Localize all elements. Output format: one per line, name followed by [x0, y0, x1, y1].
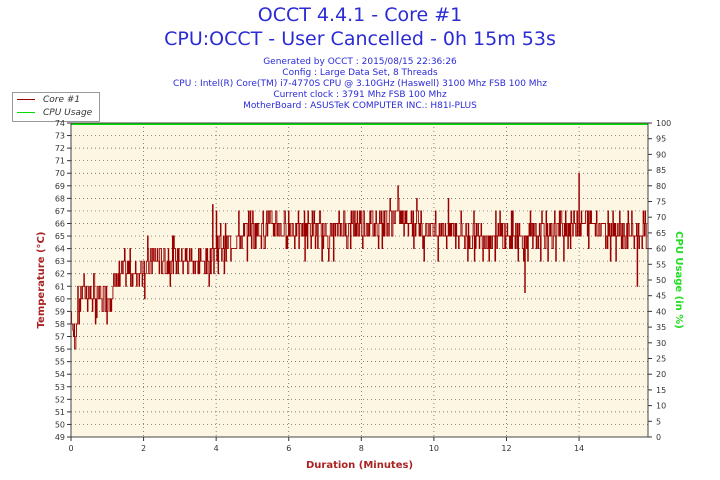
legend-item-cpu-usage: CPU Usage	[17, 108, 92, 120]
y-axis-right: 0 5 10 15 20 25 30 35 40 45 50 55 60 65 70 75 80 85 90 95 10…	[648, 119, 671, 442]
y-tick-label: 68	[55, 194, 65, 203]
y2-axis-label: CPU Usage (in %)	[673, 231, 684, 329]
y-tick-label: 58	[55, 320, 65, 329]
y-tick-label: 64	[55, 245, 65, 254]
y2-tick-label: 0	[656, 433, 661, 442]
y2-tick-label: 45	[656, 292, 666, 301]
x-tick-label: 4	[214, 444, 219, 453]
y-axis-label: Temperature (°C)	[36, 232, 47, 329]
y2-tick-label: 100	[656, 119, 671, 128]
x-tick-label: 2	[141, 444, 146, 453]
info-generated: Generated by OCCT : 2015/08/15 22:36:26	[263, 57, 457, 67]
y2-tick-label: 65	[656, 229, 666, 238]
y-tick-label: 73	[55, 132, 65, 141]
y2-tick-label: 20	[656, 370, 666, 379]
y-tick-label: 66	[55, 219, 65, 228]
series-group	[71, 123, 649, 350]
y-tick-label: 71	[55, 157, 65, 166]
y-tick-label: 72	[55, 144, 65, 153]
y-axis-left: 49 50 51 52 53 54 55 56 57 58 59 60 61 62 63 64 65 66 67 68…	[55, 119, 71, 442]
y-tick-label: 62	[55, 270, 65, 279]
legend-swatch-cpu-usage	[17, 112, 35, 113]
y-tick-label: 50	[55, 420, 65, 429]
x-tick-label: 14	[574, 444, 584, 453]
y-tick-label: 65	[55, 232, 65, 241]
chart-subtitle: CPU:OCCT - User Cancelled - 0h 15m 53s	[164, 28, 556, 50]
series-core-line	[71, 172, 649, 350]
y-tick-label: 70	[55, 169, 65, 178]
y-tick-label: 49	[55, 433, 65, 442]
y2-tick-label: 90	[656, 150, 666, 159]
y-tick-label: 61	[55, 282, 65, 291]
legend-label-cpu-usage: CPU Usage	[43, 108, 93, 118]
x-tick-label: 6	[286, 444, 291, 453]
plot-border	[70, 122, 649, 438]
info-motherboard: MotherBoard : ASUSTeK COMPUTER INC.: H81…	[243, 101, 477, 111]
y2-tick-label: 10	[656, 402, 666, 411]
y-tick-label: 55	[55, 358, 65, 367]
plot-area	[71, 123, 648, 437]
y2-tick-label: 60	[656, 245, 666, 254]
y-tick-label: 59	[55, 307, 65, 316]
y2-tick-label: 55	[656, 260, 666, 269]
y2-tick-label: 95	[656, 135, 666, 144]
x-tick-label: 12	[501, 444, 511, 453]
y-tick-label: 60	[55, 295, 65, 304]
y-tick-label: 54	[55, 370, 65, 379]
y2-tick-label: 5	[656, 417, 661, 426]
x-tick-label: 10	[429, 444, 439, 453]
y-tick-label: 51	[55, 408, 65, 417]
y-tick-label: 69	[55, 182, 65, 191]
y2-tick-label: 70	[656, 213, 666, 222]
legend-item-core: Core #1	[17, 95, 80, 107]
x-tick-label: 8	[359, 444, 364, 453]
y2-tick-label: 80	[656, 182, 666, 191]
y-tick-label: 74	[55, 119, 65, 128]
x-axis-label: Duration (Minutes)	[306, 460, 413, 471]
y2-tick-label: 85	[656, 166, 666, 175]
info-config: Config : Large Data Set, 8 Threads	[282, 68, 438, 78]
y2-tick-label: 75	[656, 198, 666, 207]
y-tick-label: 67	[55, 207, 65, 216]
y-tick-label: 57	[55, 333, 65, 342]
y2-tick-label: 30	[656, 339, 666, 348]
x-axis: 0 2 4 6 8 10 12 14	[68, 437, 584, 453]
y-tick-label: 53	[55, 383, 65, 392]
legend-label-core: Core #1	[43, 95, 81, 105]
y-tick-label: 56	[55, 345, 65, 354]
info-cpu: CPU : Intel(R) Core(TM) i7-4770S CPU @ 3…	[172, 79, 547, 89]
y-tick-label: 52	[55, 395, 65, 404]
y2-tick-label: 15	[656, 386, 666, 395]
y2-tick-label: 25	[656, 355, 666, 364]
x-tick-label: 0	[68, 444, 73, 453]
y2-tick-label: 50	[656, 276, 666, 285]
y-tick-label: 63	[55, 257, 65, 266]
y2-tick-label: 35	[656, 323, 666, 332]
chart-title: OCCT 4.4.1 - Core #1	[257, 4, 463, 26]
info-clock: Current clock : 3791 Mhz FSB 100 Mhz	[273, 90, 447, 100]
legend-swatch-core	[17, 99, 35, 100]
y2-tick-label: 40	[656, 307, 666, 316]
legend: Core #1 CPU Usage	[12, 92, 100, 122]
